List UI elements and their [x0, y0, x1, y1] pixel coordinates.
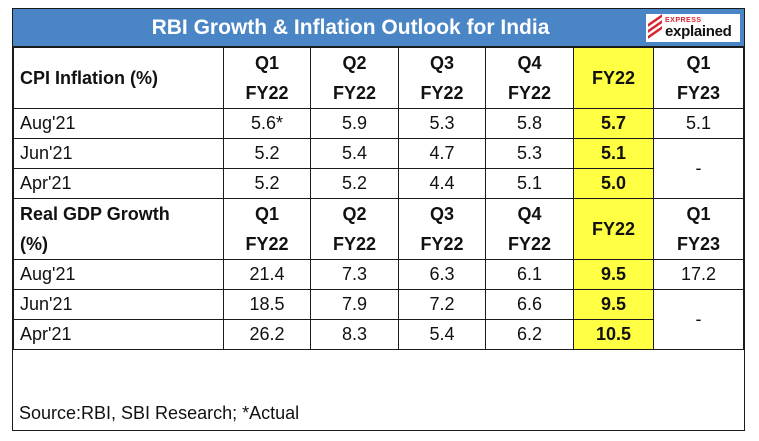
cpi-col-fy22: FY22	[573, 47, 654, 109]
cpi-col-q2: Q2 FY22	[310, 47, 399, 109]
table-cell: 5.9	[310, 108, 399, 139]
table-cell: -	[653, 289, 744, 350]
table-cell: 5.4	[310, 138, 399, 169]
cpi-col-q1: Q1 FY22	[223, 47, 311, 109]
gdp-col-q1: Q1 FY22	[223, 198, 311, 260]
fy-cell: 5.7	[573, 108, 654, 139]
gdp-col-q3: Q3 FY22	[398, 198, 486, 260]
gdp-col-q4: Q4 FY22	[485, 198, 574, 260]
cpi-col-q3: Q3 FY22	[398, 47, 486, 109]
table-cell: 6.6	[485, 289, 574, 320]
table-cell: 5.6*	[223, 108, 311, 139]
table-cell: 7.2	[398, 289, 486, 320]
page-title: RBI Growth & Inflation Outlook for India	[151, 15, 550, 39]
table-row: Apr'21 26.2 8.3 5.4 6.2 10.5	[13, 319, 744, 350]
express-explained-logo: EXPRESS explained	[646, 14, 740, 42]
table-cell: 18.5	[223, 289, 311, 320]
outlook-table-card: RBI Growth & Inflation Outlook for India…	[12, 8, 745, 431]
table-row: Apr'21 5.2 5.2 4.4 5.1 5.0	[13, 168, 744, 199]
table-cell: 21.4	[223, 259, 311, 290]
cpi-header-row: CPI Inflation (%) Q1 FY22 Q2 FY22 Q3 FY22 Q…	[13, 47, 744, 109]
table-cell: 7.3	[310, 259, 399, 290]
logo-big-text: explained	[665, 23, 732, 40]
table-cell: 5.2	[223, 168, 311, 199]
cpi-col-q4: Q4 FY22	[485, 47, 574, 109]
table-row: Aug'21 5.6* 5.9 5.3 5.8 5.7 5.1	[13, 108, 744, 139]
table-cell: 5.2	[223, 138, 311, 169]
table-cell: 6.2	[485, 319, 574, 350]
table-cell: -	[653, 138, 744, 199]
table-cell: 4.7	[398, 138, 486, 169]
logo-stripes-icon	[648, 14, 662, 39]
outlook-table: CPI Inflation (%) Q1 FY22 Q2 FY22 Q3 FY22 Q…	[13, 47, 744, 350]
table-cell: 5.8	[485, 108, 574, 139]
source-note: Source:RBI, SBI Research; *Actual	[19, 402, 300, 423]
fy-cell: 9.5	[573, 259, 654, 290]
row-label: Jun'21	[13, 138, 224, 169]
title-bar: RBI Growth & Inflation Outlook for India…	[13, 9, 744, 47]
row-label: Aug'21	[13, 108, 224, 139]
table-cell: 6.1	[485, 259, 574, 290]
table-cell: 8.3	[310, 319, 399, 350]
table-cell: 7.9	[310, 289, 399, 320]
table-cell: 5.3	[485, 138, 574, 169]
gdp-col-q1-fy23: Q1 FY23	[653, 198, 744, 260]
row-label: Apr'21	[13, 319, 224, 350]
table-row: Jun'21 18.5 7.9 7.2 6.6 9.5 -	[13, 289, 744, 350]
table-cell: 26.2	[223, 319, 311, 350]
row-label: Aug'21	[13, 259, 224, 290]
table-row: Jun'21 5.2 5.4 4.7 5.3 5.1 -	[13, 138, 744, 199]
table-cell: 5.3	[398, 108, 486, 139]
table-cell: 5.4	[398, 319, 486, 350]
table-cell: 4.4	[398, 168, 486, 199]
fy-cell: 10.5	[573, 319, 654, 350]
fy-cell: 5.1	[573, 138, 654, 169]
row-label: Jun'21	[13, 289, 224, 320]
gdp-col-q2: Q2 FY22	[310, 198, 399, 260]
gdp-section-label: Real GDP Growth (%)	[13, 198, 224, 260]
row-label: Apr'21	[13, 168, 224, 199]
cpi-section-label: CPI Inflation (%)	[13, 47, 224, 109]
logo-small-text: EXPRESS	[665, 17, 702, 24]
gdp-col-fy22: FY22	[573, 198, 654, 260]
gdp-header-row: Real GDP Growth (%) Q1 FY22 Q2 FY22 Q3 FY22 …	[13, 198, 744, 260]
fy-cell: 5.0	[573, 168, 654, 199]
table-cell: 6.3	[398, 259, 486, 290]
table-cell: 5.1	[485, 168, 574, 199]
table-cell: 5.2	[310, 168, 399, 199]
cpi-col-q1-fy23: Q1 FY23	[653, 47, 744, 109]
table-row: Aug'21 21.4 7.3 6.3 6.1 9.5 17.2	[13, 259, 744, 290]
table-cell: 17.2	[653, 259, 744, 290]
fy-cell: 9.5	[573, 289, 654, 320]
table-cell: 5.1	[653, 108, 744, 139]
